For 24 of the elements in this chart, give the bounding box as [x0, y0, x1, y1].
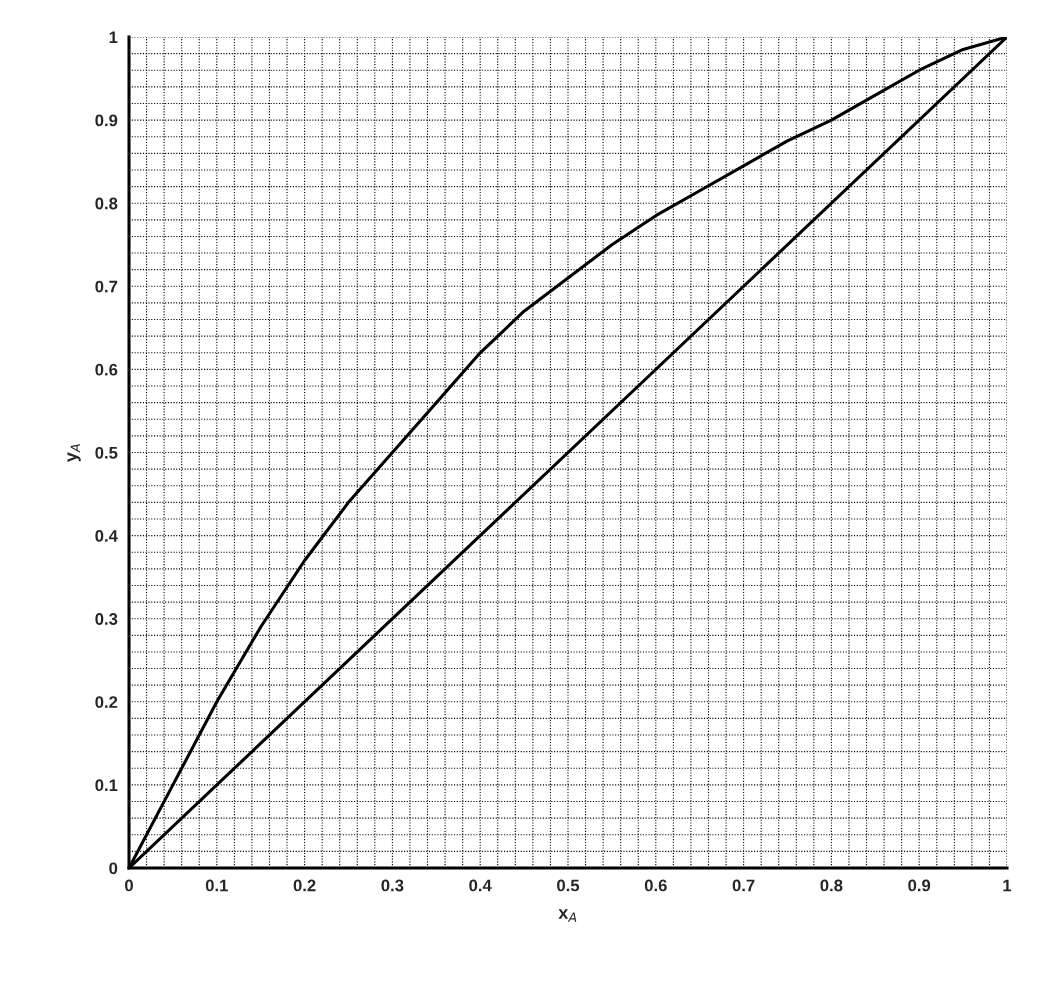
x-tick-label: 0 — [125, 879, 133, 892]
x-tick-label: 0.3 — [381, 879, 404, 892]
y-tick-label: 0.3 — [95, 613, 118, 625]
y-tick-label: 0.9 — [95, 114, 118, 127]
x-tick-label: 0.9 — [908, 879, 931, 892]
y-tick-label: 0.5 — [95, 446, 118, 459]
y-tick-label: 0.2 — [95, 696, 118, 708]
x-tick-label: 0.7 — [732, 879, 755, 892]
y-tick-label: 0.7 — [95, 280, 118, 293]
y-tick-label: 0.1 — [95, 779, 118, 792]
x-tick-label: 0.5 — [557, 879, 580, 892]
x-tick-label: 1 — [1003, 879, 1012, 892]
x-axis-title: x$_{A}$ — [558, 909, 577, 922]
y-axis-title: y$_{A}$ — [67, 444, 81, 463]
x-tick-label: 0.1 — [205, 879, 228, 892]
x-tick-label: 0.6 — [644, 879, 667, 892]
x-tick-label: 0.4 — [469, 879, 492, 892]
y-tick-label: 0.6 — [95, 363, 118, 376]
y-tick-label: 0 — [109, 862, 118, 875]
y-tick-label: 0.8 — [95, 197, 118, 210]
y-tick-label: 0.4 — [95, 530, 118, 542]
x-tick-label: 0.8 — [820, 879, 843, 892]
y-tick-label: 1 — [109, 31, 118, 44]
x-tick-label: 0.2 — [293, 879, 316, 892]
